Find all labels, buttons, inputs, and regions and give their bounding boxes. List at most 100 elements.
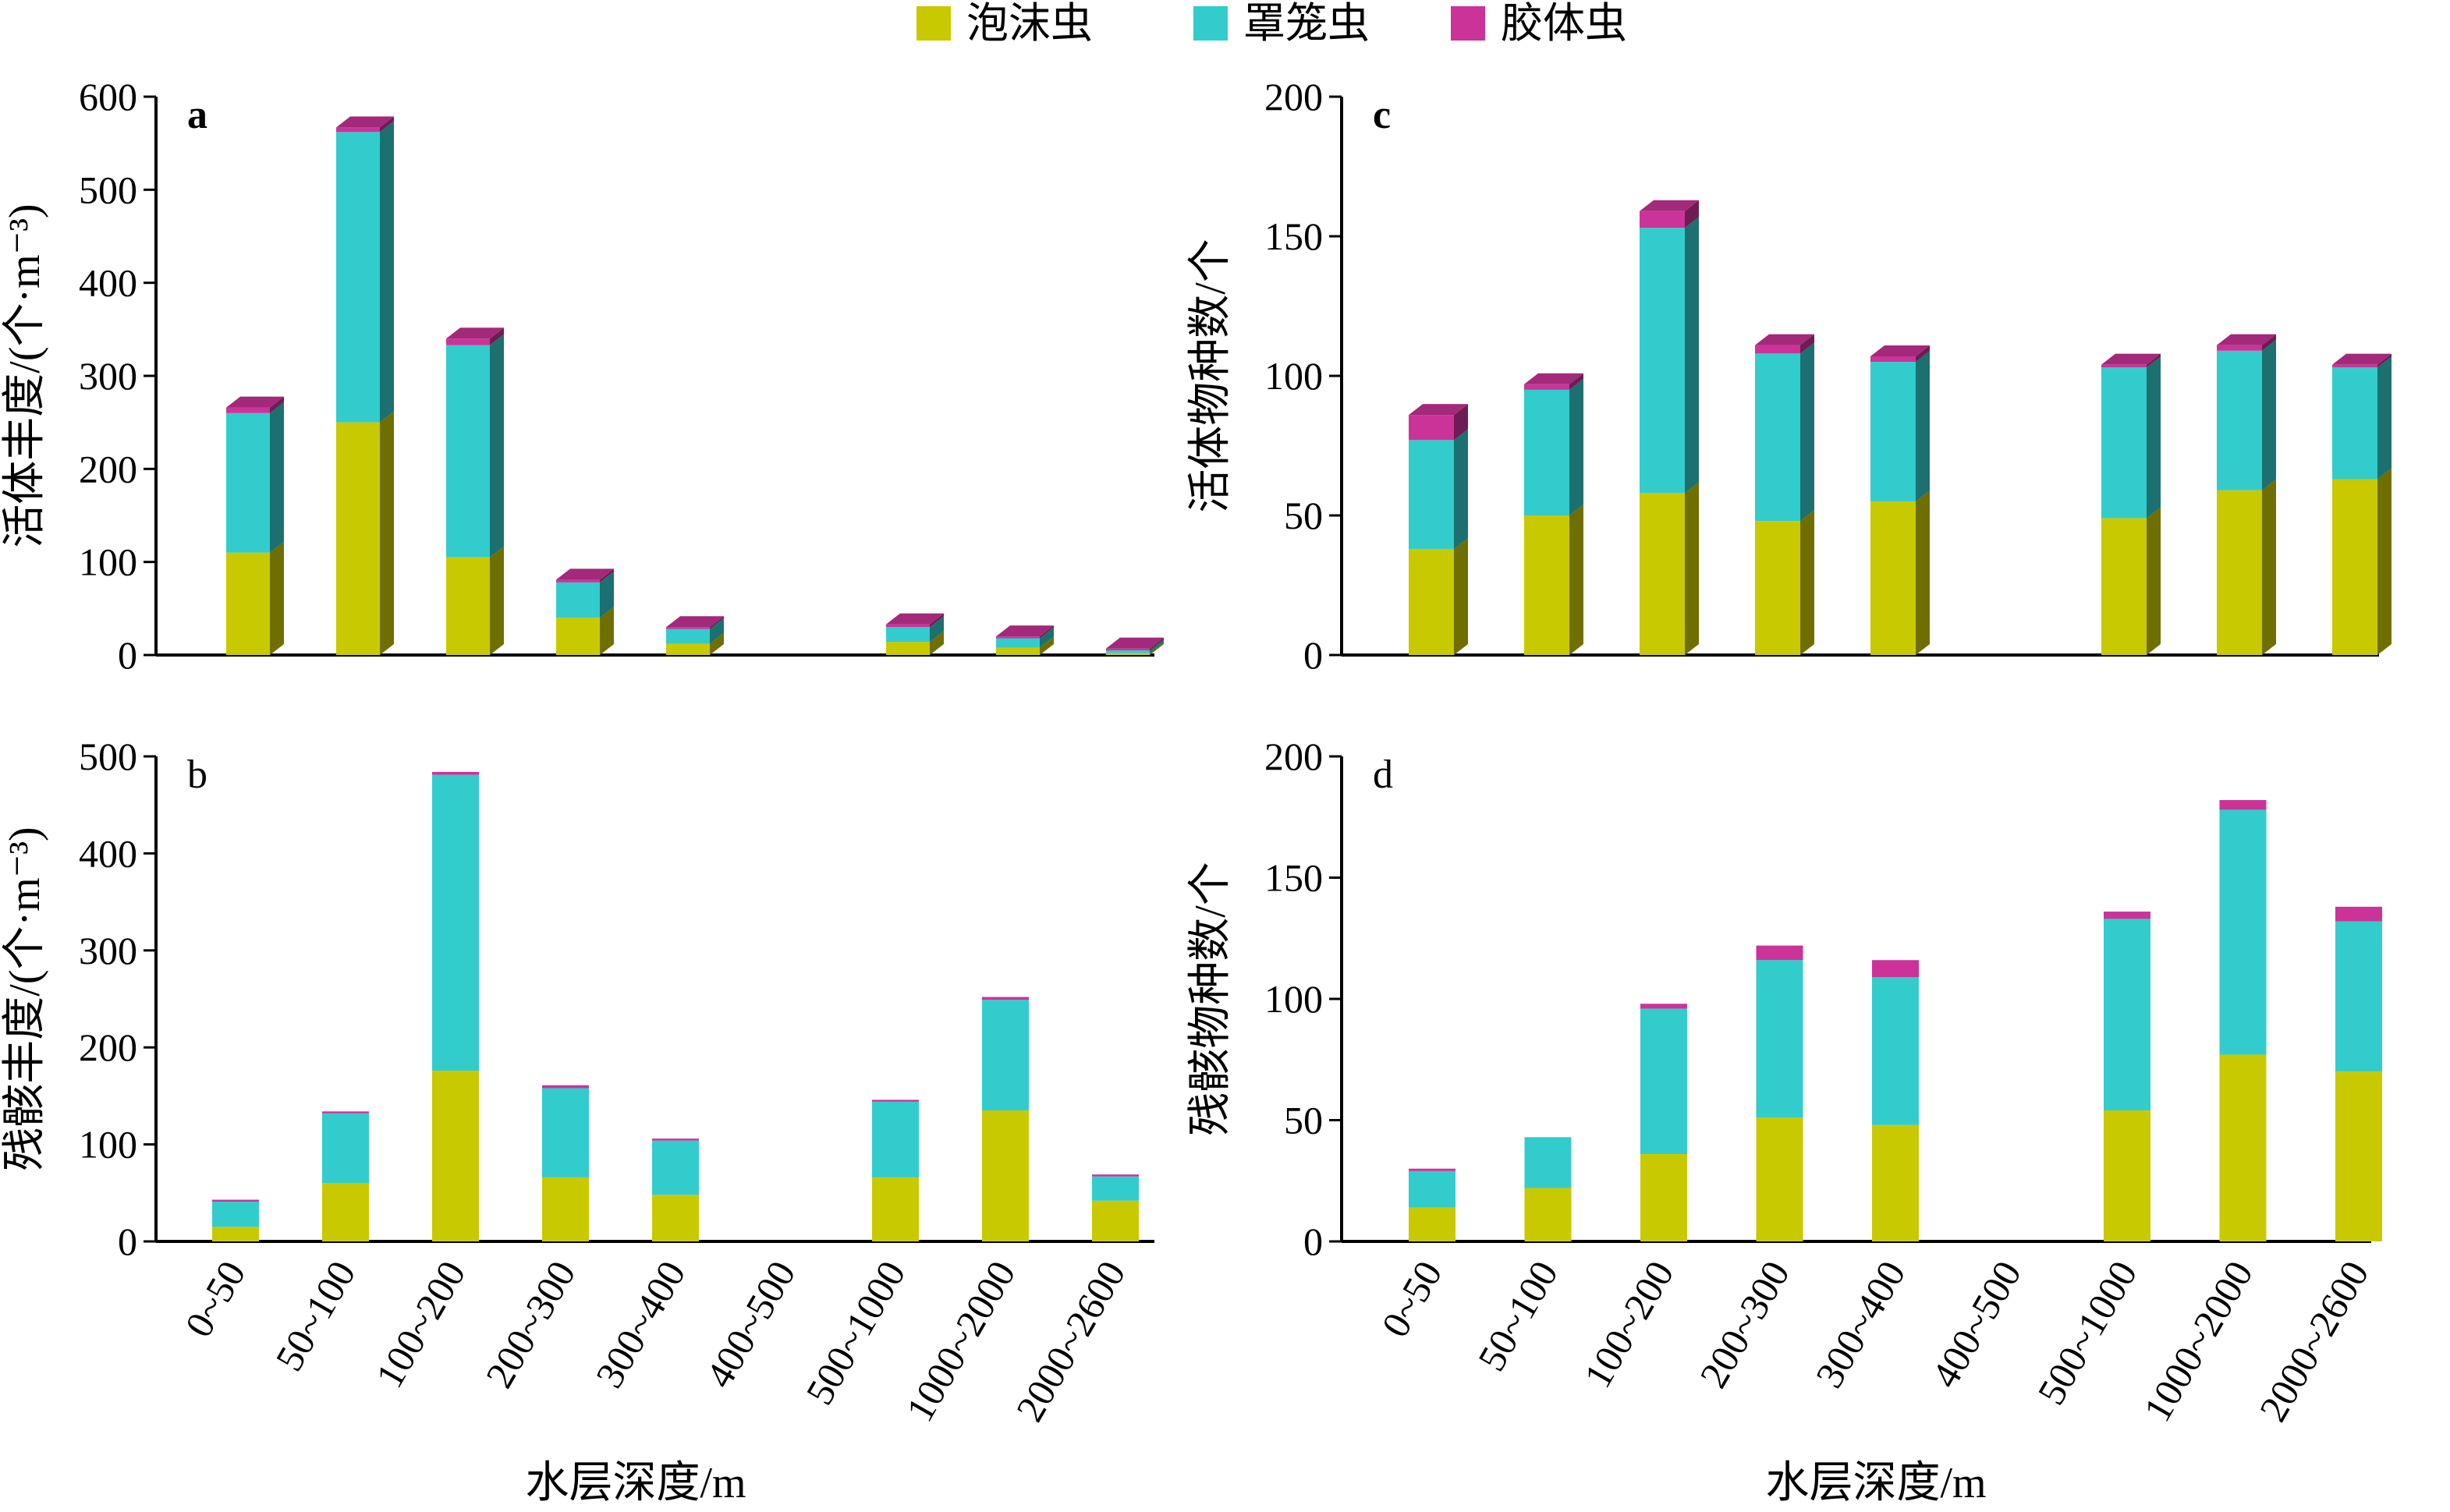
x-tick-label-b-5: 400~500 (697, 1254, 803, 1395)
y-tick-label-c-1: 50 (1284, 494, 1323, 537)
bar-a-1-0 (336, 422, 380, 655)
y-tick-label-b-4: 400 (79, 831, 137, 875)
x-tick-label-d-5: 400~500 (1923, 1254, 2030, 1395)
bar-top-c-1 (1524, 373, 1583, 384)
bar-side-a-0-1 (270, 402, 284, 553)
bar-a-1-1 (336, 132, 380, 423)
bar-side-a-2-1 (490, 334, 504, 558)
bar-a-1-2 (336, 127, 380, 133)
bar-top-c-8 (2332, 353, 2391, 365)
bar-a-6-0 (886, 642, 930, 655)
y-tick-label-c-2: 100 (1264, 354, 1323, 398)
bar-top-a-0 (226, 396, 284, 408)
bar-side-a-1-0 (380, 411, 394, 655)
bar-top-c-4 (1870, 345, 1930, 356)
bar-d-1-1 (1524, 1137, 1572, 1188)
bar-a-3-1 (556, 582, 600, 618)
bar-side-c-6-2 (2147, 353, 2161, 368)
y-axis-title-a: 活体丰度/(个·m⁻³) (1, 204, 49, 547)
bar-b-8-1 (1092, 1176, 1139, 1201)
bar-a-2-1 (446, 345, 490, 558)
bar-side-a-4-2 (710, 616, 724, 629)
bar-c-6-1 (2101, 367, 2147, 519)
x-tick-label-b-4: 300~400 (587, 1254, 693, 1395)
x-tick-label-b-7: 1000~2000 (897, 1254, 1023, 1429)
bar-a-7-1 (996, 638, 1040, 648)
bar-b-6-1 (872, 1101, 919, 1177)
bar-b-0-0 (212, 1227, 259, 1241)
bar-side-c-3-2 (1800, 334, 1814, 354)
bar-b-2-2 (432, 771, 479, 775)
bar-side-c-4-1 (1916, 351, 1930, 502)
bar-top-a-1 (336, 116, 394, 128)
bar-d-2-0 (1640, 1154, 1687, 1241)
bar-side-c-2-2 (1685, 200, 1699, 228)
bar-c-0-2 (1409, 415, 1454, 441)
bar-side-c-8-2 (2377, 353, 2391, 368)
bar-b-2-1 (432, 774, 479, 1071)
legend-swatch-2 (1451, 6, 1485, 41)
y-tick-label-a-5: 500 (79, 168, 137, 211)
bar-b-3-2 (542, 1085, 589, 1089)
bar-d-6-2 (2104, 912, 2150, 919)
bar-c-1-1 (1524, 389, 1569, 515)
bar-a-2-0 (446, 557, 490, 655)
bar-top-a-8 (1106, 637, 1164, 649)
bar-d-4-0 (1872, 1124, 1919, 1241)
y-tick-label-c-3: 150 (1264, 214, 1323, 258)
y-tick-label-a-1: 100 (79, 540, 137, 584)
bar-b-0-2 (212, 1199, 259, 1202)
bar-c-4-0 (1870, 501, 1916, 655)
bar-c-1-2 (1524, 384, 1569, 390)
y-tick-label-d-3: 150 (1264, 856, 1323, 900)
bar-side-a-8-2 (1150, 637, 1164, 651)
bar-side-c-1-2 (1569, 373, 1583, 390)
bar-b-4-2 (652, 1138, 699, 1141)
bar-d-3-0 (1756, 1117, 1803, 1241)
y-tick-label-a-0: 0 (118, 633, 137, 677)
panel-letter-b: b (187, 752, 207, 797)
bar-d-3-1 (1756, 960, 1803, 1118)
y-tick-label-c-0: 0 (1303, 633, 1323, 677)
bar-a-0-1 (226, 413, 270, 553)
bar-side-c-4-2 (1916, 345, 1930, 363)
bar-d-7-2 (2219, 799, 2267, 810)
bar-side-c-0-2 (1454, 404, 1468, 441)
bar-side-c-3-1 (1800, 342, 1814, 522)
bar-d-6-1 (2104, 919, 2150, 1111)
bar-c-0-0 (1409, 548, 1454, 655)
bar-c-3-1 (1755, 353, 1800, 522)
bar-side-a-6-2 (930, 613, 944, 628)
bar-b-3-1 (542, 1088, 589, 1177)
bar-side-c-7-0 (2262, 479, 2276, 655)
bar-c-2-1 (1640, 228, 1685, 494)
bar-d-8-1 (2335, 921, 2382, 1072)
y-tick-label-b-5: 500 (79, 735, 137, 778)
bar-side-a-7-1 (1040, 627, 1054, 648)
bar-side-c-8-1 (2377, 356, 2391, 480)
y-tick-label-a-2: 200 (79, 447, 137, 490)
bar-top-c-0 (1409, 404, 1468, 416)
y-tick-label-d-0: 0 (1303, 1220, 1323, 1263)
bar-c-2-0 (1640, 493, 1685, 655)
bar-d-7-0 (2219, 1054, 2267, 1241)
bar-b-1-1 (322, 1113, 369, 1184)
y-tick-label-d-2: 100 (1264, 977, 1323, 1021)
x-tick-label-d-0: 0~50 (1373, 1254, 1451, 1344)
bar-a-4-1 (666, 629, 710, 644)
y-tick-label-d-1: 50 (1284, 1099, 1323, 1142)
bar-a-0-0 (226, 552, 270, 655)
bar-b-7-2 (982, 997, 1029, 1000)
bar-side-c-2-1 (1685, 217, 1699, 494)
bar-side-a-6-0 (930, 631, 944, 655)
bar-top-c-3 (1755, 334, 1814, 345)
bar-b-8-2 (1092, 1174, 1139, 1177)
y-axis-title-d: 残骸物种数/个 (1186, 862, 1235, 1136)
chart-c: 0 50 100 150 200 活体物种数/个 c (1186, 75, 2391, 677)
x-axis-title-right: 水层深度/m (1765, 1459, 1986, 1507)
x-tick-label-d-6: 500~1000 (2029, 1254, 2146, 1412)
bar-side-a-8-1 (1150, 639, 1164, 653)
legend-swatch-0 (917, 6, 951, 41)
bar-side-a-7-2 (1040, 625, 1054, 639)
